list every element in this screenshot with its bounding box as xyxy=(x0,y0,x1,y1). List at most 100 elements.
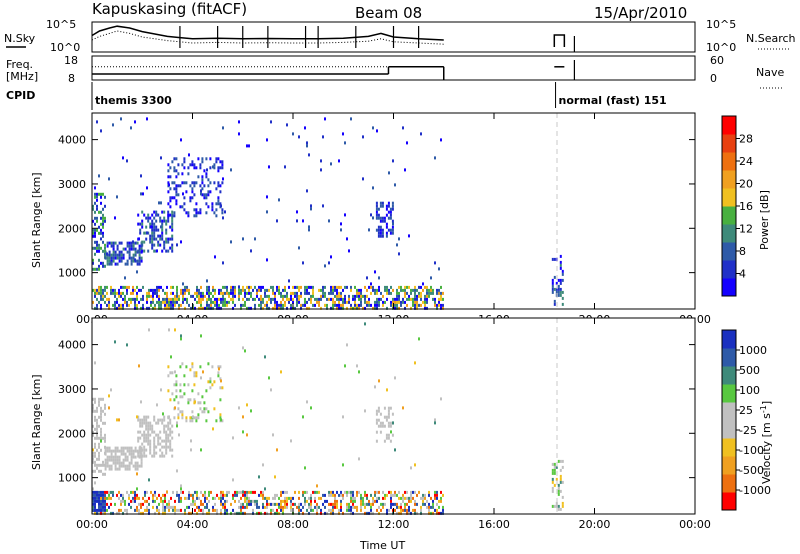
data-pixel xyxy=(370,285,372,289)
data-pixel xyxy=(386,285,388,289)
data-pixel xyxy=(94,469,96,473)
data-pixel xyxy=(328,490,330,494)
data-pixel xyxy=(396,288,398,292)
data-pixel xyxy=(224,303,226,307)
data-pixel xyxy=(154,303,156,307)
data-pixel xyxy=(376,490,378,494)
data-pixel xyxy=(246,496,248,500)
data-pixel xyxy=(396,294,398,298)
data-pixel xyxy=(254,490,256,494)
data-pixel xyxy=(163,445,166,449)
data-pixel xyxy=(100,294,102,298)
data-pixel xyxy=(161,210,164,214)
data-pixel xyxy=(157,421,160,425)
data-pixel xyxy=(298,288,300,292)
data-pixel xyxy=(156,505,158,509)
data-pixel xyxy=(149,424,152,428)
data-pixel xyxy=(391,231,394,235)
data-pixel xyxy=(557,284,560,288)
data-pixel xyxy=(270,120,272,124)
colorbar-segment xyxy=(722,224,736,243)
data-pixel xyxy=(354,496,356,500)
data-pixel xyxy=(140,400,142,404)
data-pixel xyxy=(559,281,562,285)
data-pixel xyxy=(139,451,142,455)
data-pixel xyxy=(557,507,560,511)
data-pixel xyxy=(100,303,102,307)
data-pixel xyxy=(164,511,166,515)
data-pixel xyxy=(324,303,326,307)
data-pixel xyxy=(122,285,124,289)
colorbar-segment xyxy=(722,384,736,403)
data-pixel xyxy=(94,222,96,226)
data-pixel xyxy=(226,508,228,512)
data-pixel xyxy=(348,300,350,304)
data-pixel xyxy=(106,252,108,256)
data-pixel xyxy=(151,234,154,238)
data-pixel xyxy=(298,496,300,500)
data-pixel xyxy=(203,196,206,200)
data-pixel xyxy=(396,303,398,307)
data-pixel xyxy=(140,259,143,263)
data-pixel xyxy=(189,199,192,203)
data-pixel xyxy=(286,297,288,301)
data-pixel xyxy=(440,294,442,298)
data-pixel xyxy=(159,430,162,434)
data-pixel xyxy=(136,291,138,295)
data-pixel xyxy=(290,291,292,295)
data-pixel xyxy=(137,430,140,434)
data-pixel xyxy=(120,294,122,298)
data-pixel xyxy=(137,436,140,440)
data-pixel xyxy=(230,168,232,172)
data-pixel xyxy=(412,490,414,494)
data-pixel xyxy=(272,306,274,310)
y-tick-label: 4000 xyxy=(58,134,86,147)
data-pixel xyxy=(92,409,94,413)
data-pixel xyxy=(160,156,162,160)
data-pixel xyxy=(226,300,228,304)
data-pixel xyxy=(158,493,160,497)
data-pixel xyxy=(200,376,202,380)
data-pixel xyxy=(180,496,182,500)
data-pixel xyxy=(215,202,218,206)
data-pixel xyxy=(561,296,564,300)
data-pixel xyxy=(110,241,113,245)
noise-right-tick-top: 10^5 xyxy=(706,18,736,31)
data-pixel xyxy=(422,493,424,497)
data-pixel xyxy=(420,297,422,301)
data-pixel xyxy=(214,303,216,307)
data-pixel xyxy=(108,467,111,471)
data-pixel xyxy=(132,285,134,289)
data-pixel xyxy=(104,439,106,443)
data-pixel xyxy=(310,508,312,512)
data-pixel xyxy=(385,418,388,422)
data-pixel xyxy=(108,256,111,260)
y-tick-label: 1000 xyxy=(58,267,86,280)
data-pixel xyxy=(426,505,428,509)
data-pixel xyxy=(153,231,156,235)
data-pixel xyxy=(342,415,344,419)
data-pixel xyxy=(338,508,340,512)
data-pixel xyxy=(381,204,384,208)
data-pixel xyxy=(116,306,118,310)
data-pixel xyxy=(296,297,298,301)
data-pixel xyxy=(124,276,126,280)
data-pixel xyxy=(175,193,178,197)
data-pixel xyxy=(142,294,144,298)
colorbar-segment xyxy=(722,438,736,457)
data-pixel xyxy=(248,306,250,310)
data-pixel xyxy=(372,511,374,515)
data-pixel xyxy=(201,157,204,161)
data-pixel xyxy=(300,508,302,512)
data-pixel xyxy=(390,499,392,503)
data-pixel xyxy=(440,303,442,307)
data-pixel xyxy=(380,502,382,506)
data-pixel xyxy=(149,421,152,425)
data-pixel xyxy=(185,211,188,215)
data-pixel xyxy=(360,508,362,512)
data-pixel xyxy=(248,291,250,295)
data-pixel xyxy=(155,237,158,241)
data-pixel xyxy=(551,489,554,493)
data-pixel xyxy=(408,496,410,500)
data-pixel xyxy=(294,490,296,494)
